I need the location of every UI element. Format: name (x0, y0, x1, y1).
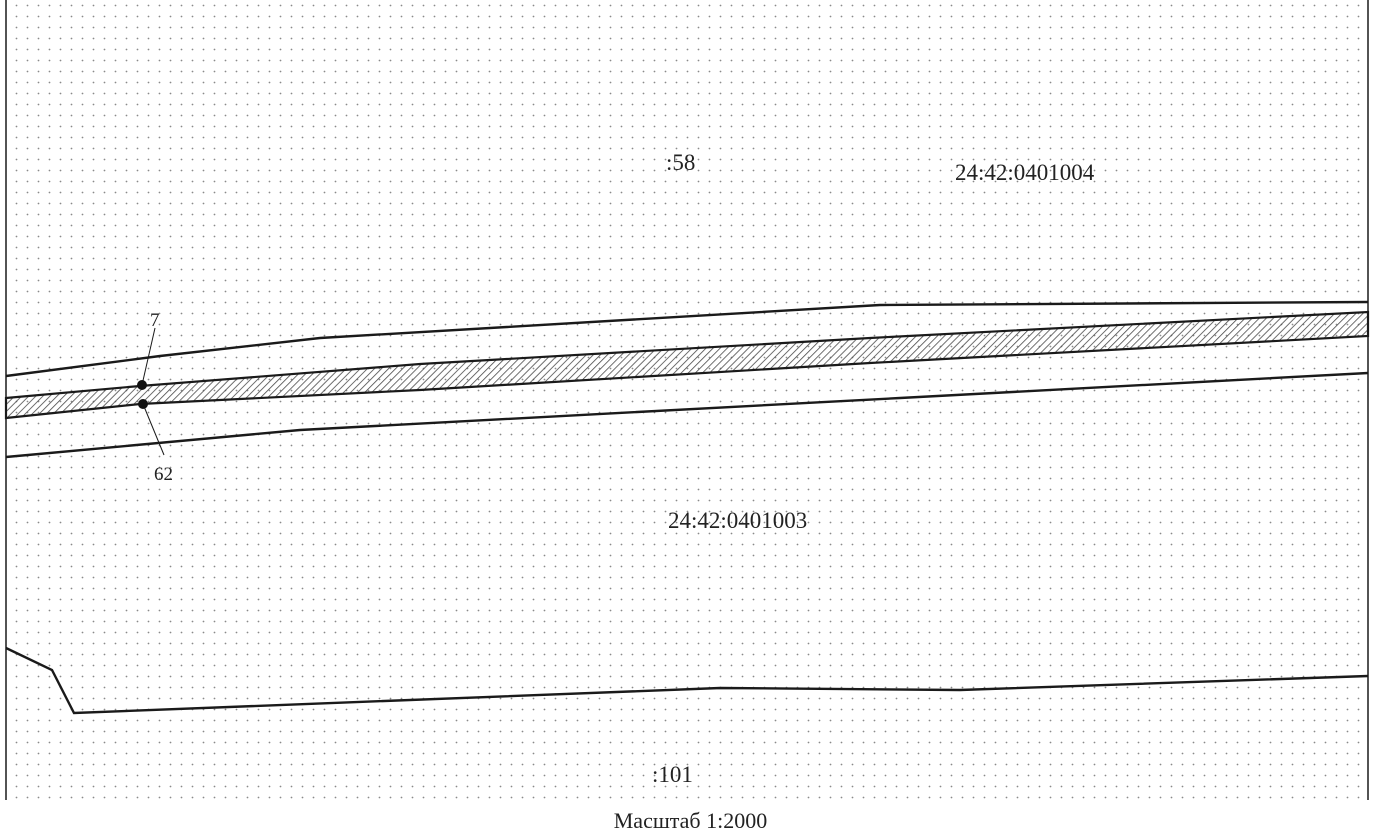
point-62-label: 62 (154, 464, 173, 485)
point-62-marker (138, 399, 148, 409)
block-south-label: 24:42:0401003 (668, 508, 807, 533)
point-7-marker (137, 380, 147, 390)
block-north-label: 24:42:0401004 (955, 160, 1095, 185)
scale-caption: Масштаб 1:2000 (0, 808, 1381, 834)
point-7-label: 7 (150, 310, 160, 331)
parcel-101-label: :101 (652, 762, 693, 787)
parcel-58-label: :58 (666, 150, 695, 175)
